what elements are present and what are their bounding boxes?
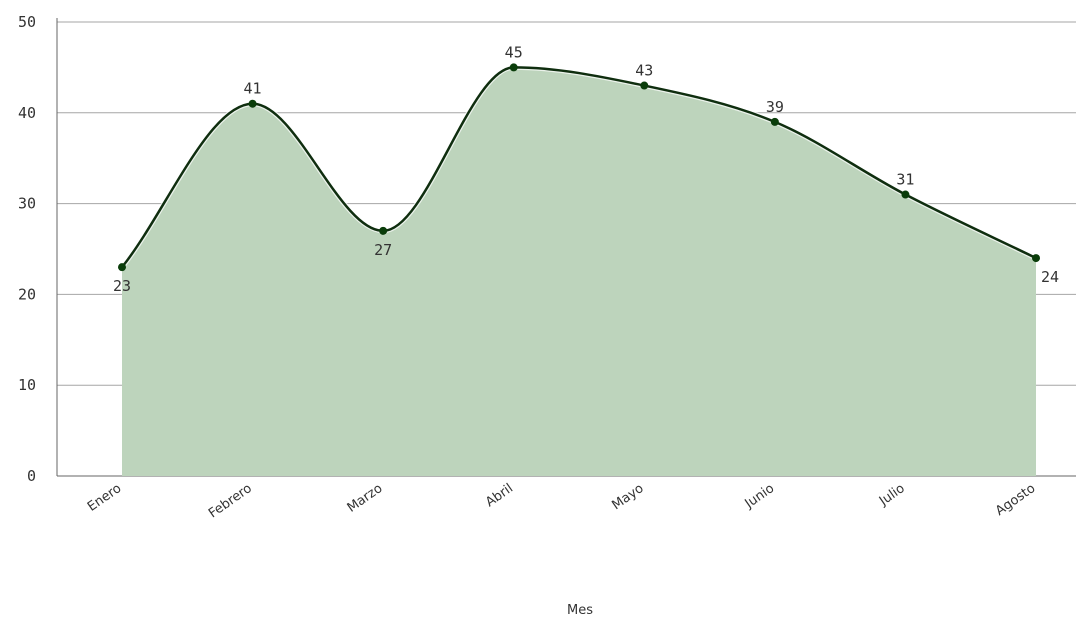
data-label: 24: [1041, 268, 1059, 286]
data-point[interactable]: [770, 117, 779, 126]
label-layer: 23 41 27 45 43 39 31 24: [113, 43, 1059, 295]
data-point[interactable]: [118, 263, 126, 272]
x-tick-label: Enero: [85, 481, 124, 515]
point-layer: [118, 63, 1040, 272]
y-tick-label: 30: [18, 195, 36, 213]
x-tick-label: Junio: [742, 481, 778, 512]
data-label: 45: [505, 43, 523, 61]
data-label: 43: [635, 62, 653, 80]
x-tick-label: Agosto: [993, 481, 1038, 519]
data-point[interactable]: [640, 81, 649, 90]
y-tick-label: 20: [18, 285, 36, 303]
y-tick-label: 50: [18, 13, 36, 31]
area-layer: [120, 64, 1038, 477]
data-point[interactable]: [379, 226, 388, 235]
x-tick-label: Julio: [876, 481, 908, 510]
data-label: 31: [896, 171, 914, 189]
data-point[interactable]: [1032, 254, 1040, 263]
x-tick-label: Marzo: [345, 481, 386, 516]
y-tick-label: 10: [18, 376, 36, 394]
data-label: 27: [374, 241, 392, 259]
data-point[interactable]: [248, 99, 257, 108]
y-tick-label: 0: [27, 467, 36, 485]
x-tick-label: Mayo: [609, 481, 646, 513]
x-axis-title: Mes: [567, 603, 593, 618]
y-axis: 0 10 20 30 40 50: [18, 13, 36, 485]
data-point[interactable]: [901, 190, 910, 199]
x-tick-label: Febrero: [206, 481, 255, 521]
area-fill: [122, 67, 1036, 477]
x-tick-label: Abril: [483, 481, 516, 510]
data-label: 39: [766, 98, 784, 116]
y-tick-label: 40: [18, 104, 36, 122]
x-axis: Enero Febrero Marzo Abril Mayo Junio Julio Agos…: [85, 481, 1038, 521]
data-label: 23: [113, 277, 131, 295]
data-point[interactable]: [509, 63, 518, 72]
data-label: 41: [244, 80, 262, 98]
